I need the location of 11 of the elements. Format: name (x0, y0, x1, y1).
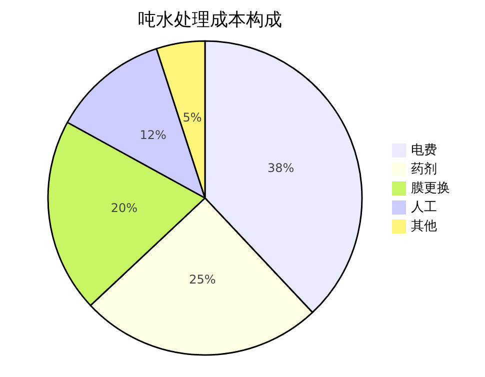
legend-label: 其他 (411, 219, 437, 234)
data-label: 5% (182, 110, 202, 125)
legend-label: 人工 (411, 200, 437, 215)
chart-title: 吨水处理成本构成 (138, 10, 282, 30)
data-label: 38% (267, 161, 294, 175)
legend-label: 电费 (411, 143, 437, 158)
legend-label: 膜更换 (411, 181, 450, 196)
data-label: 20% (110, 201, 138, 216)
data-label: 12% (140, 128, 166, 142)
legend-label: 药剂 (411, 161, 437, 177)
data-label: 25% (189, 272, 216, 286)
